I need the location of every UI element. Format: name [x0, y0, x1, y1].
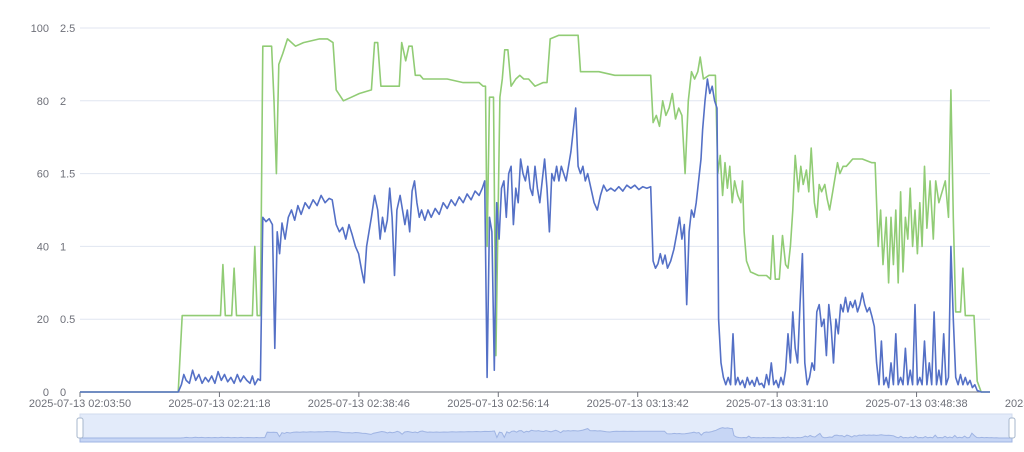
series-line-left [80, 34, 990, 393]
data-zoom-handle-right[interactable] [1008, 417, 1016, 439]
x-tick-label: 2025-07-13 03:31:10 [726, 398, 828, 410]
y-axis-right: 0 0.5 1 1.5 2 2.5 [60, 23, 75, 399]
y-left-tick-label: 0 [43, 387, 49, 399]
y-left-tick-label: 20 [37, 314, 49, 326]
data-zoom-slider[interactable] [76, 413, 1016, 443]
y-right-tick-label: 1 [60, 241, 66, 253]
x-tick-label: 2025-07-13 02:56:14 [447, 398, 549, 410]
y-left-tick-label: 60 [37, 169, 49, 181]
y-right-tick-label: 0 [60, 387, 66, 399]
grid-lines [80, 27, 990, 393]
y-left-tick-label: 80 [37, 96, 49, 108]
y-right-tick-label: 2 [60, 96, 66, 108]
x-tick-label: 2025-07-13 03:48:38 [865, 398, 967, 410]
x-tick-label: 2025-07-13 04:06:06 [1005, 398, 1024, 410]
x-tick-label: 2025-07-13 03:13:42 [587, 398, 689, 410]
x-tick-label: 2025-07-13 02:03:50 [29, 398, 131, 410]
y-right-tick-label: 0.5 [60, 314, 75, 326]
x-axis: 2025-07-13 02:03:50 2025-07-13 02:21:18 20… [29, 392, 1024, 410]
data-zoom-preview [79, 427, 1013, 443]
y-right-tick-label: 1.5 [60, 169, 75, 181]
y-left-tick-label: 40 [37, 241, 49, 253]
y-right-tick-label: 2.5 [60, 23, 75, 35]
series-layer [80, 34, 990, 393]
y-left-tick-label: 100 [31, 23, 49, 35]
x-tick-label: 2025-07-13 02:38:46 [308, 398, 410, 410]
y-axis-left: 0 20 40 60 80 100 [31, 23, 49, 399]
series-line-right [80, 78, 990, 393]
data-zoom-handle-left[interactable] [76, 417, 84, 439]
x-tick-label: 2025-07-13 02:21:18 [168, 398, 270, 410]
